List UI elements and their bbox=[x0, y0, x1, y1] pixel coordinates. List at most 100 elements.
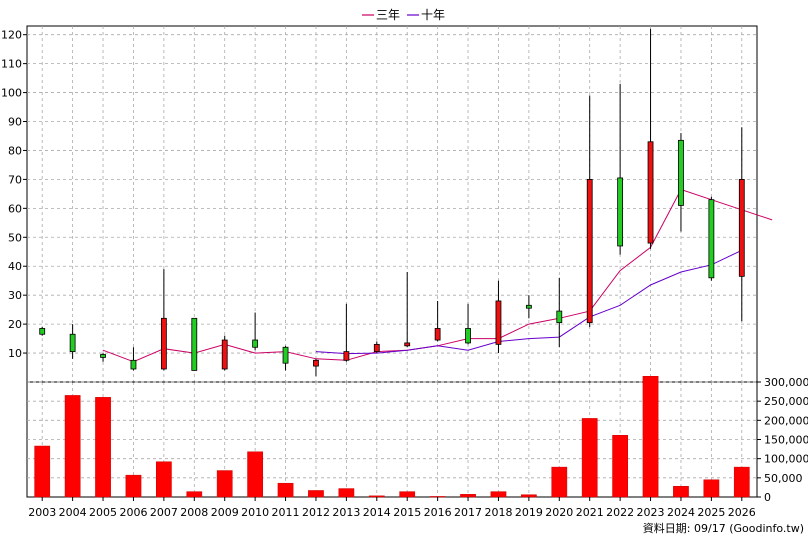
volume-bar bbox=[703, 479, 720, 498]
price-tick-label: 60 bbox=[8, 202, 22, 215]
x-tick-label: 2008 bbox=[180, 506, 208, 519]
ten-year-average-line bbox=[315, 249, 743, 355]
volume-bar bbox=[581, 418, 598, 498]
volume-bar bbox=[490, 491, 507, 498]
volume-bar bbox=[156, 461, 172, 498]
price-panel: 10 20 30 40 50 60 70 80 90 100 110 120 bbox=[1, 25, 773, 383]
x-tick-label: 2006 bbox=[119, 506, 147, 519]
x-tick-label: 2017 bbox=[454, 506, 482, 519]
candle-body bbox=[69, 333, 76, 353]
legend: 三年 十年 bbox=[362, 8, 445, 22]
candle-body bbox=[100, 354, 106, 358]
candle-body bbox=[39, 328, 46, 335]
x-tick-label: 2012 bbox=[302, 506, 330, 519]
x-tick-label: 2023 bbox=[637, 506, 665, 519]
volume-bar bbox=[642, 376, 659, 498]
price-tick-label: 40 bbox=[8, 260, 22, 273]
x-tick-label: 2010 bbox=[241, 506, 269, 519]
volume-bar bbox=[551, 466, 568, 498]
x-tick-label: 2016 bbox=[424, 506, 452, 519]
candle-body bbox=[678, 139, 684, 206]
volume-bar bbox=[460, 494, 476, 498]
volume-panel: 0 50,000 100,000 150,000 200,000 250,000 300,0… bbox=[26, 376, 808, 504]
volume-bar bbox=[186, 491, 203, 498]
price-tick-label: 50 bbox=[8, 231, 22, 244]
volume-bar bbox=[34, 445, 51, 498]
volume-bar bbox=[277, 482, 294, 498]
x-tick-label: 2014 bbox=[363, 506, 391, 519]
x-tick-label: 2003 bbox=[28, 506, 56, 519]
volume-bar bbox=[125, 474, 142, 498]
price-tick-label: 120 bbox=[1, 29, 22, 42]
price-tick-label: 110 bbox=[1, 58, 22, 71]
x-tick-label: 2004 bbox=[59, 506, 87, 519]
price-tick-label: 30 bbox=[8, 289, 22, 302]
candle-body bbox=[191, 317, 198, 371]
candle-body bbox=[282, 346, 289, 364]
volume-bar bbox=[612, 435, 628, 498]
x-tick-label: 2007 bbox=[150, 506, 178, 519]
x-tick-label: 2005 bbox=[89, 506, 117, 519]
candle-body bbox=[586, 178, 593, 324]
x-tick-label: 2022 bbox=[606, 506, 634, 519]
candle-body bbox=[343, 351, 350, 361]
volume-tick-label: 100,000 bbox=[764, 453, 808, 466]
legend-label-three-year: 三年 bbox=[376, 8, 400, 22]
volume-bar bbox=[95, 397, 111, 498]
volume-bar bbox=[368, 495, 385, 498]
x-tick-label: 2021 bbox=[576, 506, 604, 519]
candle-body bbox=[130, 359, 137, 370]
volume-bar bbox=[308, 490, 324, 498]
volume-tick-label: 50,000 bbox=[764, 472, 803, 485]
x-axis: 2003 2004 2005 2006 2007 2008 2009 2010 2011 2012… bbox=[28, 497, 756, 519]
x-tick-label: 2019 bbox=[515, 506, 543, 519]
volume-bar bbox=[64, 395, 81, 498]
candle-body bbox=[556, 310, 563, 324]
x-tick-label: 2025 bbox=[697, 506, 725, 519]
x-tick-label: 2018 bbox=[484, 506, 512, 519]
price-tick-label: 20 bbox=[8, 318, 22, 331]
candle-body bbox=[252, 339, 259, 348]
volume-tick-label: 0 bbox=[764, 491, 771, 504]
legend-label-ten-year: 十年 bbox=[421, 8, 445, 22]
price-tick-label: 80 bbox=[8, 144, 22, 157]
candle-body bbox=[495, 300, 502, 345]
volume-bar bbox=[673, 486, 689, 498]
price-tick-label: 10 bbox=[8, 347, 22, 360]
candle-body bbox=[465, 328, 471, 344]
candle-body bbox=[373, 343, 380, 353]
candle-body bbox=[160, 317, 167, 370]
candle-body bbox=[525, 304, 532, 309]
volume-bar bbox=[216, 470, 233, 498]
candle-body bbox=[708, 199, 715, 279]
volume-tick-label: 300,000 bbox=[764, 376, 808, 389]
candle-body bbox=[313, 359, 319, 367]
volume-bar bbox=[338, 488, 355, 498]
volume-bar bbox=[521, 494, 537, 498]
x-tick-label: 2011 bbox=[272, 506, 300, 519]
candle-body bbox=[221, 339, 228, 370]
volume-bar bbox=[247, 451, 263, 498]
x-tick-label: 2024 bbox=[667, 506, 695, 519]
x-tick-label: 2020 bbox=[545, 506, 573, 519]
candle-body bbox=[647, 141, 654, 244]
candle-body bbox=[738, 178, 745, 277]
candle-body bbox=[434, 328, 441, 341]
volume-tick-label: 200,000 bbox=[764, 414, 808, 427]
x-tick-label: 2009 bbox=[211, 506, 239, 519]
price-tick-label: 100 bbox=[1, 87, 22, 100]
data-date-footer: 資料日期: 09/17 (Goodinfo.tw) bbox=[643, 521, 804, 535]
x-tick-label: 2015 bbox=[393, 506, 421, 519]
volume-bar bbox=[733, 466, 750, 498]
x-tick-label: 2013 bbox=[332, 506, 360, 519]
volume-tick-label: 150,000 bbox=[764, 434, 808, 447]
candle-body bbox=[404, 342, 411, 347]
candle-body bbox=[617, 177, 624, 247]
price-tick-label: 90 bbox=[8, 116, 22, 129]
volume-bar bbox=[399, 491, 416, 498]
volume-bar bbox=[429, 496, 446, 498]
volume-tick-label: 250,000 bbox=[764, 395, 808, 408]
x-tick-label: 2026 bbox=[728, 506, 756, 519]
